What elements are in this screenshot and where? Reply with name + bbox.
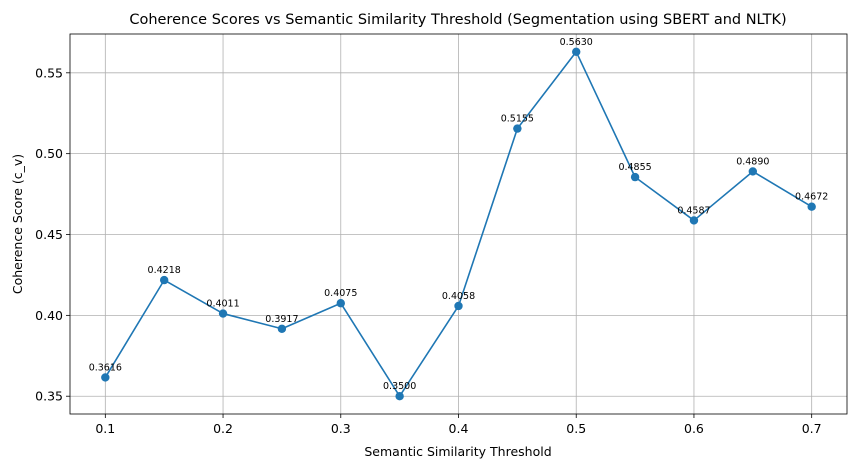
x-tick-label: 0.6 [684,421,704,436]
x-tick-label: 0.5 [566,421,586,436]
data-point [395,392,404,401]
y-tick-label: 0.55 [35,65,63,80]
chart-title: Coherence Scores vs Semantic Similarity … [129,12,786,28]
y-tick-label: 0.40 [35,308,63,323]
data-point [277,324,287,333]
x-tick-label: 0.2 [213,421,233,436]
data-point [159,275,169,285]
data-label: 0.5155 [501,114,534,125]
data-label: 0.3500 [383,381,416,392]
x-tick-label: 0.7 [802,421,822,436]
data-label: 0.5630 [560,37,593,48]
data-label: 0.4011 [206,299,239,310]
data-label: 0.3917 [265,314,298,325]
data-point [572,47,581,56]
x-axis-label: Semantic Similarity Threshold [364,444,551,459]
data-label: 0.4058 [442,291,475,302]
data-label: 0.4587 [677,205,710,216]
data-label: 0.4218 [148,265,181,276]
data-labels: 0.3616 0.4218 0.4011 0.3917 0.4075 0.3500 0.40… [89,37,829,392]
y-tick-label: 0.50 [35,146,63,161]
data-point [513,124,522,133]
x-tick-label: 0.1 [95,421,115,436]
axis-ticks: 0.1 0.2 0.3 0.4 0.5 0.6 0.7 0.35 0.40 0.45 0.50 0.5… [35,65,821,436]
data-label: 0.3616 [89,362,122,373]
data-point [336,299,345,308]
data-label: 0.4890 [736,156,769,167]
data-point [218,309,228,318]
data-point [101,373,110,382]
y-tick-label: 0.45 [35,227,63,242]
data-label: 0.4855 [618,162,651,173]
data-label: 0.4672 [795,192,828,203]
y-axis-label: Coherence Score (c_v) [10,154,25,294]
data-point [807,202,816,211]
y-tick-label: 0.35 [35,389,63,404]
data-label: 0.4075 [324,288,357,299]
x-tick-label: 0.3 [331,421,351,436]
data-series [101,47,816,401]
data-point [630,172,640,182]
data-point [454,301,463,311]
data-point [748,167,758,176]
data-point [689,216,699,225]
x-tick-label: 0.4 [449,421,469,436]
